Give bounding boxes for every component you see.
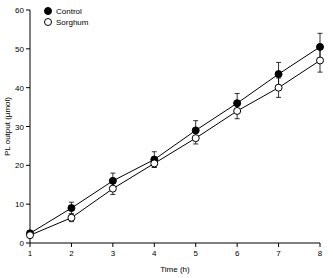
y-tick [26, 204, 30, 205]
x-tick-label: 4 [152, 249, 157, 258]
error-bar [152, 152, 157, 168]
error-bar [69, 214, 74, 222]
error-bar [318, 49, 323, 72]
y-tick [26, 87, 30, 88]
x-tick [195, 243, 196, 247]
x-tick [30, 243, 31, 247]
error-bar [69, 202, 74, 214]
y-tick [26, 165, 30, 166]
data-point [192, 135, 199, 142]
legend-label: Sorghum [56, 18, 89, 27]
x-tick [320, 243, 321, 247]
data-point [27, 232, 34, 239]
error-bar [110, 183, 115, 195]
x-axis-label: Time (h) [160, 265, 190, 274]
y-tick-label: 10 [15, 200, 24, 209]
x-tick-label: 2 [69, 249, 74, 258]
legend-label: Control [56, 7, 82, 16]
y-tick [26, 10, 30, 11]
x-tick [71, 243, 72, 247]
x-tick [278, 243, 279, 247]
data-point [275, 71, 282, 78]
y-tick-label: 40 [15, 84, 24, 93]
y-tick-label: 30 [15, 123, 24, 132]
legend-marker [45, 8, 52, 15]
y-tick-label: 60 [15, 6, 24, 15]
x-tick-label: 8 [318, 249, 323, 258]
x-tick-label: 3 [111, 249, 116, 258]
series-line [30, 60, 320, 235]
data-point [151, 160, 158, 167]
legend-marker [45, 19, 52, 26]
data-point [68, 214, 75, 221]
y-tick [26, 243, 30, 244]
data-point [109, 185, 116, 192]
error-bar [193, 132, 198, 144]
y-tick [26, 126, 30, 127]
plot-area [27, 33, 324, 238]
x-tick [154, 243, 155, 247]
chart: 0 10 20 30 40 50 60 1 2 3 4 5 6 7 8 Time (h) PL output (… [0, 0, 333, 278]
y-axis-label: PL output (µmol) [3, 97, 12, 156]
x-tick [237, 243, 238, 247]
data-point [317, 57, 324, 64]
error-bar [276, 78, 281, 97]
x-tick-label: 1 [28, 249, 33, 258]
y-tick-label: 20 [15, 161, 24, 170]
data-point [275, 84, 282, 91]
x-tick-label: 6 [235, 249, 240, 258]
series-line [30, 47, 320, 233]
x-axis [30, 243, 320, 244]
data-point [68, 205, 75, 212]
data-point [234, 107, 241, 114]
x-tick [112, 243, 113, 247]
legend: Control Sorghum [45, 7, 89, 27]
y-tick [26, 48, 30, 49]
x-tick-label: 5 [193, 249, 198, 258]
y-tick-label: 0 [20, 239, 25, 248]
error-bar [235, 103, 240, 119]
error-bar [152, 160, 157, 168]
x-tick-label: 7 [276, 249, 281, 258]
y-tick-label: 50 [15, 45, 24, 54]
